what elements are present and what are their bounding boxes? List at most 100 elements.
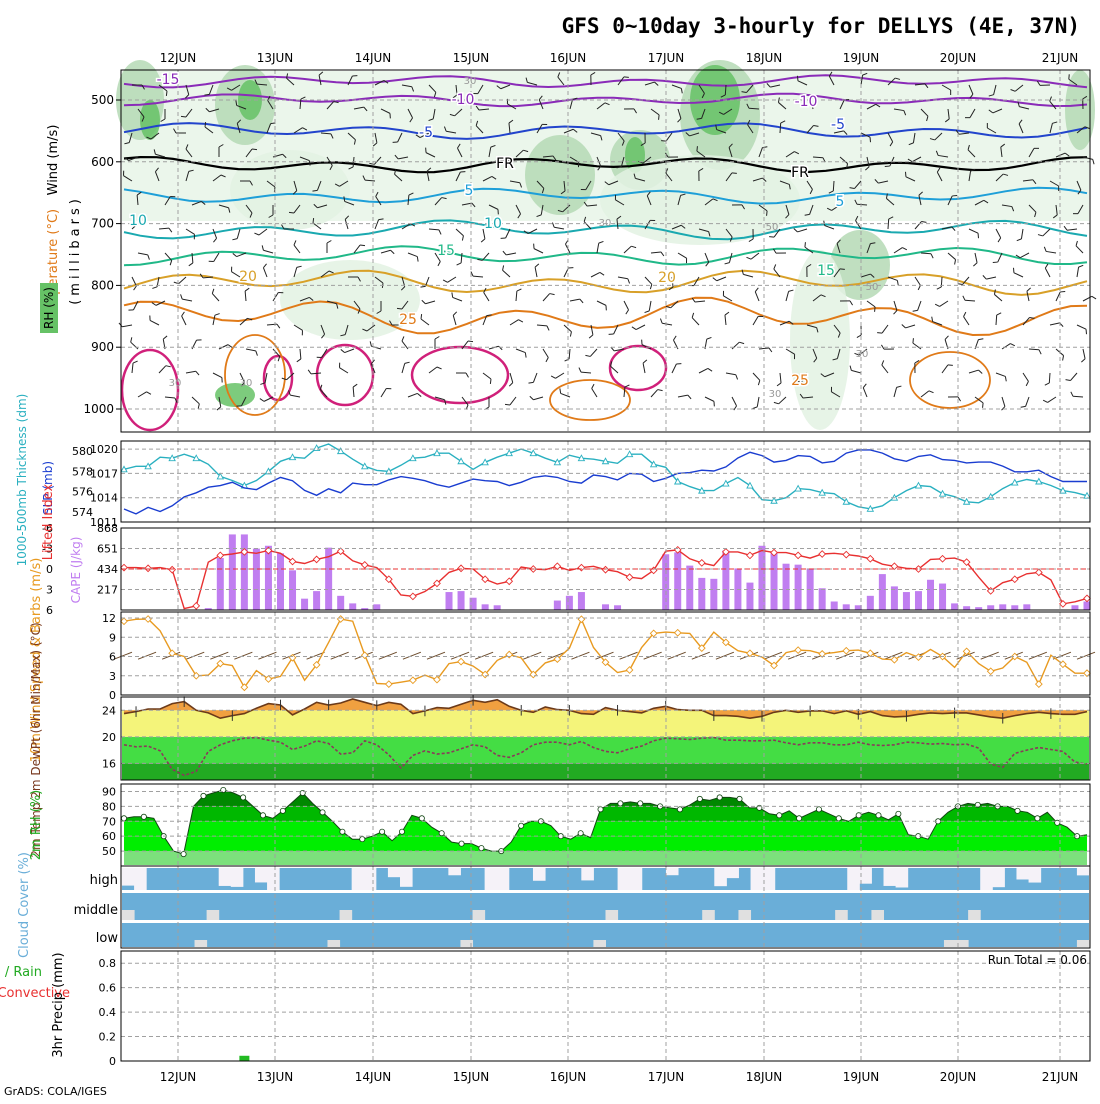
wind-barb-flag (767, 211, 768, 216)
bottom-day-label: 13JUN (257, 1070, 294, 1084)
cloud-high-gap (1077, 868, 1090, 875)
panel-background (121, 951, 1090, 1061)
contour-label: -10 (452, 92, 475, 108)
rh-point (320, 810, 325, 815)
wind-barb (749, 108, 759, 109)
cape-bar (674, 552, 681, 610)
cloud-middle-gap (606, 910, 619, 920)
wind-barb-flag (360, 245, 365, 246)
rh-contour-label: 50 (866, 282, 879, 293)
cloud-middle-gap (738, 910, 751, 920)
wind-tick-label: 9 (109, 631, 116, 644)
cape-bar (771, 553, 778, 610)
precip-tick-label: 0.8 (99, 957, 117, 970)
rh-point (360, 837, 365, 842)
slp-tick-label: 1014 (90, 492, 118, 505)
top-day-label: 20JUN (940, 51, 977, 65)
wind-barb-flag (913, 338, 914, 343)
rh-point (1015, 808, 1020, 813)
wind-barb-flag (1093, 159, 1094, 164)
rh-point (419, 816, 424, 821)
rh-point (519, 823, 524, 828)
top-day-label: 12JUN (160, 51, 197, 65)
wind-tick-label: 0 (109, 689, 116, 702)
pressure-tick-label: 900 (91, 340, 114, 354)
cloud-high-gap (618, 868, 631, 890)
cape-bar (265, 546, 272, 610)
wind-barb-flag (661, 141, 666, 142)
cloud-high-gap (533, 868, 546, 881)
cape-tick-label: 434 (97, 563, 118, 576)
cloud-high-gap (751, 868, 764, 890)
precip-ylabel: 3hr Precip (mm) (51, 952, 66, 1057)
cloud-high-gap (255, 868, 268, 882)
cape-bar (253, 549, 260, 610)
rh-contour-label: 50 (766, 222, 779, 233)
li-tick-label: 0 (46, 563, 53, 576)
bottom-day-label: 12JUN (160, 1070, 197, 1084)
cloud-high-gap (726, 868, 739, 878)
cloud-high-gap (485, 868, 498, 890)
cape-bar (831, 601, 838, 610)
rh-point (578, 831, 583, 836)
contour-label: 15 (437, 243, 455, 259)
panel-background (121, 612, 1090, 695)
rh-point (399, 829, 404, 834)
cloud-low-gap (327, 940, 340, 947)
contour-label: -15 (157, 72, 180, 88)
cape-bar (301, 599, 308, 610)
cloud-middle-gap (835, 910, 848, 920)
contour-label: 25 (791, 373, 809, 389)
wind-barb-flag (397, 308, 402, 309)
cloud-high-gap (630, 868, 643, 890)
bottom-day-label: 17JUN (648, 1070, 685, 1084)
wind-barb-flag (875, 307, 876, 312)
rh-tick-label: 80 (102, 800, 116, 813)
precip-tick-label: 0.6 (99, 982, 117, 995)
wind-barb-flag (659, 115, 660, 120)
rh-point (876, 813, 881, 818)
cloud-low-gap (1077, 940, 1090, 947)
rh-point (836, 816, 841, 821)
wind-tick-label: 6 (109, 651, 116, 664)
cape-bar (1023, 604, 1030, 610)
rh-point (241, 795, 246, 800)
cape-bar (554, 601, 561, 610)
cape-bar (566, 596, 573, 610)
rh-point (439, 831, 444, 836)
wind-barb-flag (624, 77, 629, 78)
cape-bar (927, 580, 934, 610)
precip-tick-label: 0.2 (99, 1031, 117, 1044)
cape-bar (614, 605, 621, 610)
li-tick-label: 3 (46, 584, 53, 597)
rh-point (479, 846, 484, 851)
wind-barb-flag (181, 116, 186, 117)
wind-barb-flag (948, 365, 953, 366)
cloud-middle-gap (207, 910, 220, 920)
rh-point (677, 807, 682, 812)
rh-point (896, 811, 901, 816)
wind-barb (921, 253, 931, 254)
bottom-day-label: 14JUN (355, 1070, 392, 1084)
temp-tick-label: 16 (102, 757, 116, 770)
rh-point (1035, 816, 1040, 821)
pressure-tick-label: 1000 (83, 402, 114, 416)
wind-barb-flag (205, 122, 206, 127)
rh-tick-label: 60 (102, 830, 116, 843)
wind-barb-flag (983, 403, 984, 408)
wind-barb-flag (697, 146, 698, 151)
cape-bar (313, 591, 320, 610)
wind-barb-flag (289, 212, 294, 213)
cloud-low-gap (195, 940, 208, 947)
rh-point (380, 829, 385, 834)
precip-tick-label: 0 (109, 1055, 116, 1068)
cloud-high-gap (714, 868, 727, 886)
cape-tick-label: 217 (97, 584, 118, 597)
wind-tick-label: 3 (109, 670, 116, 683)
cape-bar (349, 603, 356, 610)
cloud-high-gap (231, 868, 244, 887)
thickness-ylabel: 1000-500mb Thickness (dm) (15, 394, 29, 567)
contour-label: FR (496, 156, 514, 172)
